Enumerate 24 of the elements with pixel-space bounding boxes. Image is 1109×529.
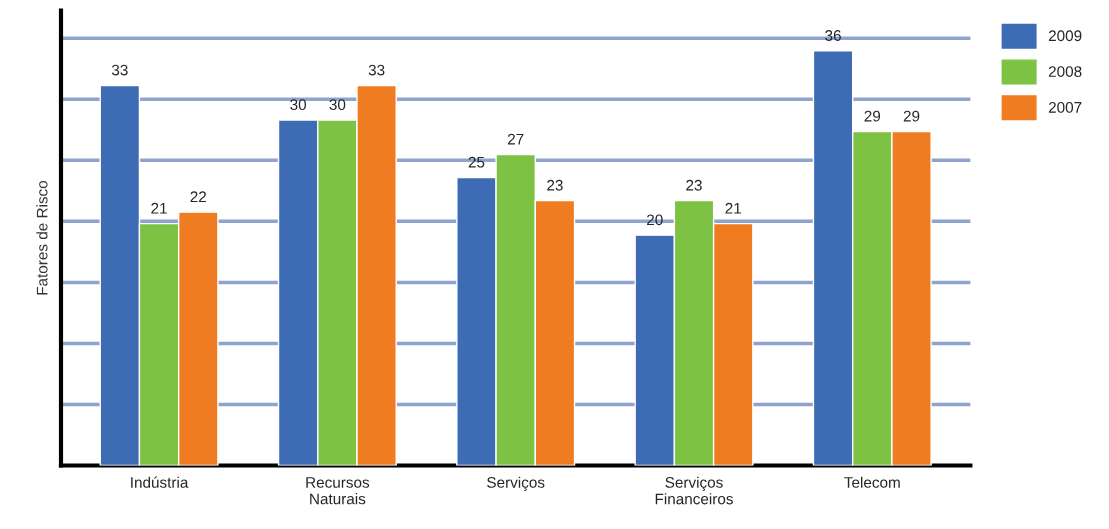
x-tick-label: Recursos Naturais (306, 477, 370, 505)
data-label: 21 (151, 202, 167, 214)
data-label: 30 (329, 99, 346, 111)
legend-label: 2007 (1048, 101, 1082, 113)
data-label: 20 (647, 214, 663, 226)
data-label: 23 (686, 179, 702, 191)
data-label: 25 (468, 156, 485, 168)
data-label: 33 (111, 64, 128, 76)
data-label: 29 (864, 110, 881, 122)
data-label: 21 (725, 202, 741, 214)
data-label: 30 (290, 99, 307, 111)
x-tick-label: Serviços (487, 476, 545, 491)
data-label: 22 (190, 191, 207, 203)
data-label: 23 (547, 179, 563, 191)
legend-label: 2008 (1048, 66, 1082, 77)
data-label: 36 (825, 30, 841, 41)
data-label: 27 (507, 133, 524, 145)
y-axis-title: Fatores de Risco (36, 180, 48, 295)
x-tick-label: Serviços Financeiros (655, 476, 733, 505)
legend-label: 2009 (1048, 30, 1082, 42)
x-tick-label: Indústria (131, 476, 189, 488)
data-label: 29 (903, 110, 920, 122)
x-tick-label: Telecom (844, 476, 900, 488)
data-label: 33 (368, 64, 385, 76)
